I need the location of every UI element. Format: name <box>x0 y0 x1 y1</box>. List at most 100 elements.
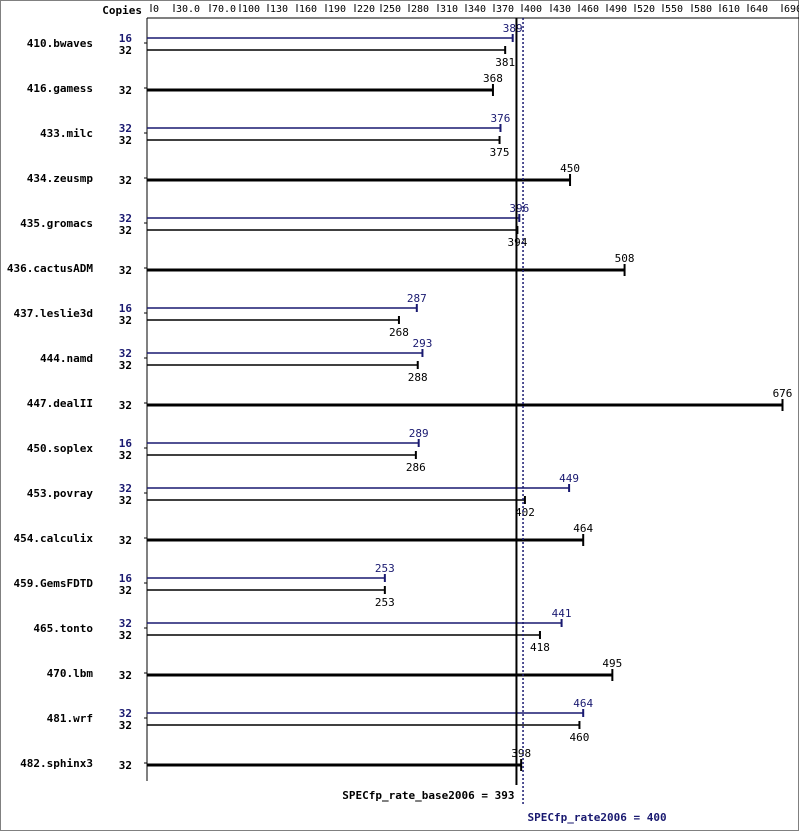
x-tick-label: 310 <box>440 4 458 15</box>
reference-lines: SPECfp_rate_base2006 = 393 SPECfp_rate200… <box>342 18 667 824</box>
benchmark-name: 454.calculix <box>14 532 94 545</box>
base-copies: 32 <box>119 534 132 547</box>
base-copies: 32 <box>119 134 132 147</box>
benchmark-name: 447.dealII <box>27 397 93 410</box>
peak-reference-label: SPECfp_rate2006 = 400 <box>528 811 667 824</box>
base-copies: 32 <box>119 224 132 237</box>
benchmark-row: 470.lbm 32 495 <box>47 657 623 682</box>
x-tick-label: 0 <box>153 4 159 15</box>
peak-copies: 32 <box>119 347 132 360</box>
benchmark-name: 416.gamess <box>27 82 93 95</box>
base-copies: 32 <box>119 449 132 462</box>
benchmark-row: 436.cactusADM 32 508 <box>7 252 635 277</box>
base-value-label: 268 <box>389 326 409 339</box>
x-tick-label: 340 <box>468 4 486 15</box>
base-copies: 32 <box>119 759 132 772</box>
benchmark-name: 482.sphinx3 <box>20 757 93 770</box>
x-tick-label: 190 <box>328 4 346 15</box>
peak-value-label: 464 <box>573 697 593 710</box>
peak-value-label: 449 <box>559 472 579 485</box>
x-tick-label: 280 <box>411 4 429 15</box>
x-tick-label: 400 <box>524 4 542 15</box>
x-tick-label: 250 <box>383 4 401 15</box>
benchmark-name: 434.zeusmp <box>27 172 94 185</box>
peak-value-label: 289 <box>409 427 429 440</box>
base-copies: 32 <box>119 399 132 412</box>
base-value-label: 375 <box>490 146 510 159</box>
x-tick-label: 370 <box>496 4 514 15</box>
x-tick-label: 690 <box>784 4 799 15</box>
x-tick-label: 550 <box>665 4 683 15</box>
peak-value-label: 441 <box>552 607 572 620</box>
base-value-label: 508 <box>615 252 635 265</box>
base-copies: 32 <box>119 629 132 642</box>
benchmark-row: 447.dealII 32 676 <box>27 387 793 412</box>
base-value-label: 495 <box>602 657 622 670</box>
benchmark-name: 444.namd <box>40 352 93 365</box>
base-value-label: 464 <box>573 522 593 535</box>
x-tick-label: 430 <box>553 4 571 15</box>
benchmark-name: 459.GemsFDTD <box>14 577 94 590</box>
x-tick-label: 490 <box>609 4 627 15</box>
base-copies: 32 <box>119 719 132 732</box>
peak-copies: 32 <box>119 707 132 720</box>
base-value-label: 460 <box>570 731 590 744</box>
base-copies: 32 <box>119 84 132 97</box>
base-value-label: 676 <box>773 387 793 400</box>
base-value-label: 381 <box>495 56 515 69</box>
base-value-label: 394 <box>507 236 527 249</box>
benchmark-row: 482.sphinx3 32 398 <box>20 747 531 772</box>
base-value-label: 286 <box>406 461 426 474</box>
peak-value-label: 253 <box>375 562 395 575</box>
peak-copies: 16 <box>119 32 133 45</box>
peak-copies: 32 <box>119 122 132 135</box>
peak-copies: 32 <box>119 482 132 495</box>
benchmark-name: 437.leslie3d <box>14 307 93 320</box>
x-tick-label: 640 <box>750 4 768 15</box>
peak-copies: 16 <box>119 302 133 315</box>
base-copies: 32 <box>119 669 132 682</box>
base-value-label: 398 <box>511 747 531 760</box>
base-copies: 32 <box>119 494 132 507</box>
benchmark-name: 481.wrf <box>47 712 93 725</box>
x-axis-label: Copies <box>102 4 142 17</box>
x-tick-label: 160 <box>299 4 317 15</box>
base-copies: 32 <box>119 44 132 57</box>
x-tick-label: 580 <box>694 4 712 15</box>
benchmark-name: 465.tonto <box>33 622 93 635</box>
benchmark-name: 450.soplex <box>27 442 94 455</box>
x-tick-label: 220 <box>357 4 375 15</box>
x-tick-label: 70.0 <box>212 4 236 15</box>
x-tick-label: 460 <box>581 4 599 15</box>
base-copies: 32 <box>119 314 132 327</box>
peak-value-label: 287 <box>407 292 427 305</box>
benchmark-name: 436.cactusADM <box>7 262 93 275</box>
peak-value-label: 389 <box>503 22 523 35</box>
base-copies: 32 <box>119 264 132 277</box>
benchmark-row: 454.calculix 32 464 <box>14 522 594 547</box>
benchmark-row: 416.gamess 32 368 <box>27 72 503 97</box>
base-value-label: 418 <box>530 641 550 654</box>
benchmark-name: 433.milc <box>40 127 93 140</box>
x-tick-label: 30.0 <box>176 4 200 15</box>
peak-copies: 32 <box>119 212 132 225</box>
base-value-label: 253 <box>375 596 395 609</box>
x-axis-ticks: 0 30.0 70.0 100 130 160 190 220 250 280 310 340 370 4… <box>150 4 799 15</box>
base-copies: 32 <box>119 359 132 372</box>
base-value-label: 402 <box>515 506 535 519</box>
peak-value-label: 376 <box>491 112 511 125</box>
peak-copies: 32 <box>119 617 132 630</box>
base-value-label: 288 <box>408 371 428 384</box>
